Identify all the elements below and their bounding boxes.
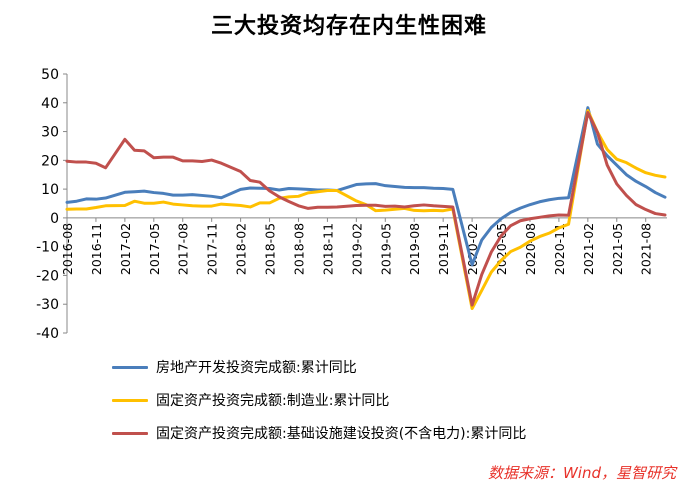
y-tick-label: 10 (41, 182, 59, 198)
legend-swatch (112, 365, 148, 369)
legend-item-real-estate: 房地产开发投资完成额:累计同比 (112, 357, 357, 377)
x-tick-label: 2017-11 (205, 223, 220, 275)
axes: -40 -30 -20 -10 0 10 20 30 40 50 2016-08 2016-11 201… (36, 67, 667, 342)
y-tick-label: -10 (36, 240, 59, 256)
legend-swatch (112, 431, 148, 435)
x-tick-label: 2021-08 (639, 223, 654, 275)
x-tick-label: 2018-08 (291, 223, 306, 275)
x-tick-label: 2017-02 (118, 223, 133, 275)
y-tick-label: -40 (36, 326, 59, 342)
x-tick-label: 2019-08 (407, 223, 422, 275)
y-tick-label: -20 (36, 268, 59, 284)
x-tick-label: 2019-05 (378, 223, 393, 275)
chart-title: 三大投资均存在内生性困难 (210, 14, 487, 39)
x-tick-label: 2018-05 (263, 223, 278, 275)
x-tick-label: 2018-11 (320, 223, 335, 275)
legend-item-manufacturing: 固定资产投资完成额:制造业:累计同比 (112, 390, 389, 410)
x-tick-label: 2019-11 (436, 223, 451, 275)
legend-item-infrastructure: 固定资产投资完成额:基础设施建设投资(不含电力):累计同比 (112, 423, 526, 443)
x-tick-label: 2020-02 (465, 223, 480, 275)
y-tick-label: 20 (41, 153, 59, 169)
legend-label: 固定资产投资完成额:制造业:累计同比 (156, 393, 390, 409)
series-line-real-estate (65, 106, 667, 267)
x-tick-label: 2017-05 (147, 223, 162, 275)
legend-label: 房地产开发投资完成额:累计同比 (156, 360, 357, 376)
x-tick-label: 2018-02 (234, 223, 249, 275)
y-tick-label: 50 (41, 67, 59, 83)
x-tick-label: 2020-11 (552, 223, 567, 275)
x-tick-label: 2017-08 (176, 223, 191, 275)
y-tick-label: 0 (50, 211, 59, 227)
series-line-infrastructure (65, 111, 667, 307)
y-tick-label: 40 (41, 96, 59, 112)
legend-label: 固定资产投资完成额:基础设施建设投资(不含电力):累计同比 (156, 426, 527, 442)
x-tick-label: 2020-08 (523, 223, 538, 275)
series-lines (65, 106, 667, 311)
x-tick-label: 2016-11 (89, 223, 104, 275)
y-tick-label: -30 (36, 297, 59, 313)
y-tick-label: 30 (41, 125, 59, 141)
x-tick-label: 2021-05 (610, 223, 625, 275)
x-tick-label: 2016-08 (60, 223, 75, 275)
source-note: 数据来源：Wind，星智研究 (487, 464, 676, 482)
series-line-manufacturing (65, 109, 667, 311)
x-tick-label: 2021-02 (581, 223, 596, 275)
x-tick-label: 2019-02 (349, 223, 364, 275)
legend-swatch (112, 398, 148, 402)
